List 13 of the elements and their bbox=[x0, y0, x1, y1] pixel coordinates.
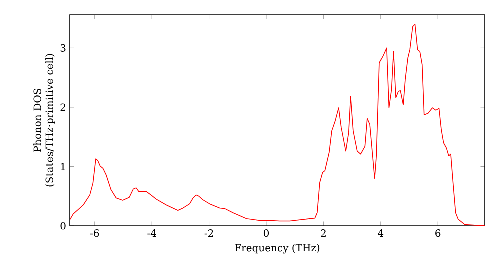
x-axis-title: Frequency (THz) bbox=[235, 244, 320, 254]
x-tick-label: -6 bbox=[90, 230, 100, 238]
y-tick-label: 3 bbox=[60, 44, 66, 52]
x-tick-label: 2 bbox=[321, 230, 326, 237]
y-axis-title: Phonon DOS (States/THz·primitive cell) bbox=[34, 54, 56, 187]
x-tick-label: 6 bbox=[436, 230, 441, 238]
x-tick-label: 4 bbox=[378, 230, 384, 237]
y-tick-label: 2 bbox=[60, 104, 66, 112]
y-tick-label: 0 bbox=[60, 222, 66, 230]
x-tick-label: -4 bbox=[148, 230, 156, 237]
x-tick-label: -2 bbox=[204, 230, 214, 237]
y-tick-label: 1 bbox=[61, 163, 66, 170]
x-tick-label: 0 bbox=[264, 230, 270, 238]
